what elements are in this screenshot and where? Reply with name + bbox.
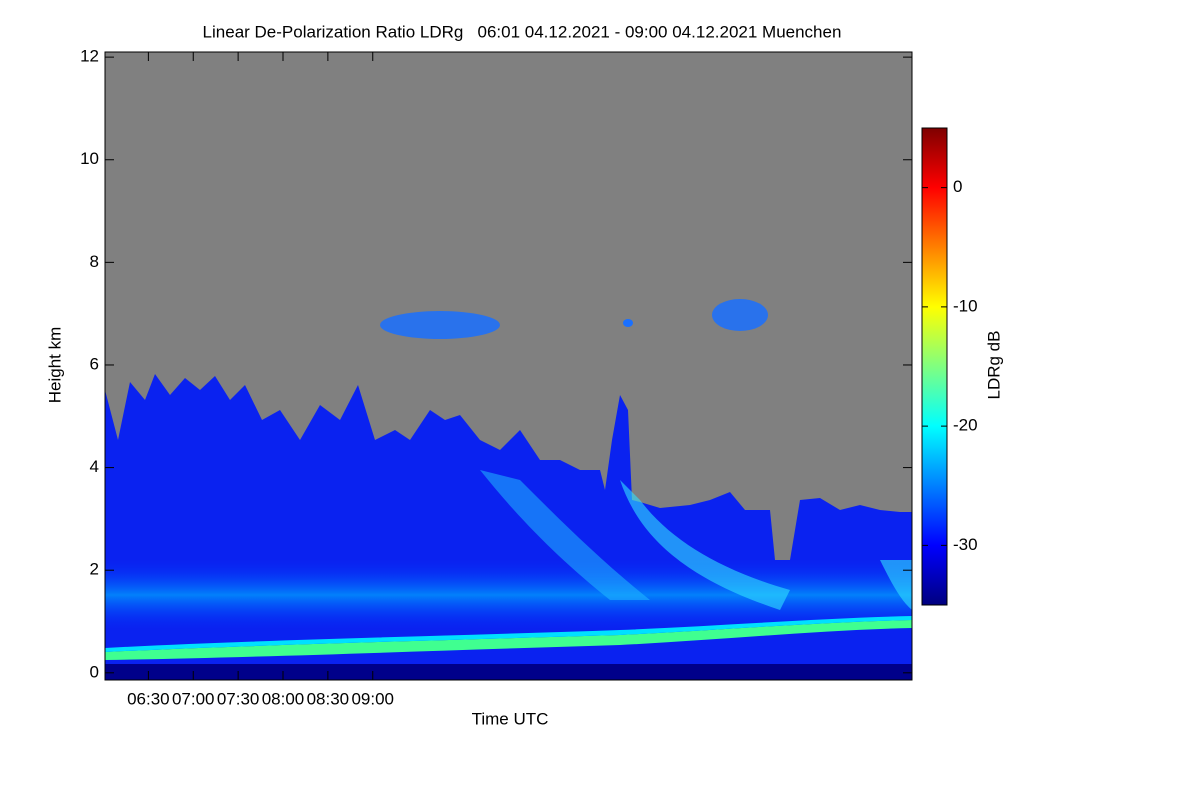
colorbar-tick-label: -30 bbox=[953, 535, 978, 554]
colorbar-tick-label: -20 bbox=[953, 416, 978, 435]
y-axis-label: Height km bbox=[45, 327, 64, 404]
x-tick-label: 06:30 bbox=[127, 689, 170, 708]
heatmap-field bbox=[105, 52, 912, 680]
colorbar-tick-label: -10 bbox=[953, 296, 978, 315]
y-tick-label: 2 bbox=[90, 560, 99, 579]
fall-streak bbox=[620, 480, 790, 610]
cloud-patch bbox=[623, 319, 633, 327]
echo-bottom bbox=[105, 664, 912, 680]
colorbar bbox=[921, 127, 948, 606]
x-tick-label: 08:30 bbox=[307, 689, 350, 708]
y-tick-label: 4 bbox=[90, 457, 99, 476]
x-tick-label: 07:00 bbox=[172, 689, 215, 708]
x-tick-label: 07:30 bbox=[217, 689, 260, 708]
plot-frame bbox=[104, 51, 913, 681]
cloud-patch bbox=[712, 299, 768, 331]
x-tick-label: 09:00 bbox=[351, 689, 394, 708]
echo-band bbox=[105, 560, 912, 630]
melting-layer-edge bbox=[105, 616, 912, 652]
y-tick-label: 0 bbox=[90, 662, 99, 681]
cloud-patch bbox=[380, 311, 500, 339]
x-axis-label: Time UTC bbox=[472, 709, 549, 728]
fall-streak bbox=[480, 470, 650, 600]
chart-title: Linear De-Polarization Ratio LDRg 06:01 … bbox=[203, 22, 842, 41]
colorbar-tick-label: 0 bbox=[953, 177, 962, 196]
y-tick-label: 8 bbox=[90, 252, 99, 271]
x-tick-label: 08:00 bbox=[262, 689, 305, 708]
fall-streak bbox=[880, 560, 912, 610]
melting-layer bbox=[105, 620, 912, 660]
colorbar-label: LDRg dB bbox=[984, 331, 1003, 400]
y-tick-label: 12 bbox=[80, 47, 99, 66]
y-tick-label: 6 bbox=[90, 354, 99, 373]
y-tick-label: 10 bbox=[80, 149, 99, 168]
